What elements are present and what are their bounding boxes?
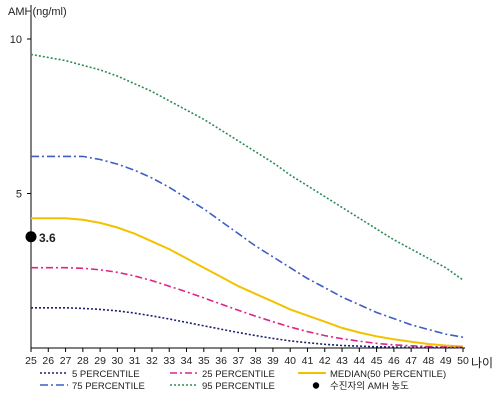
y-axis-label: AMH(ng/ml) [8, 6, 67, 18]
x-tick-label: 32 [146, 355, 158, 367]
x-tick-label: 36 [215, 355, 227, 367]
x-tick-label: 31 [129, 355, 141, 367]
series-line [31, 306, 463, 349]
x-tick-label: 45 [371, 355, 383, 367]
x-tick-label: 25 [25, 355, 37, 367]
x-tick-label: 38 [250, 355, 262, 367]
legend-label: 수진자의 AMH 농도 [330, 381, 409, 392]
patient-point [25, 231, 37, 243]
series-layer [30, 53, 464, 349]
legend-label: MEDIAN(50 PERCENTILE) [330, 369, 446, 380]
x-tick-label: 39 [267, 355, 279, 367]
x-tick-label: 49 [440, 355, 452, 367]
x-tick-label: 26 [42, 355, 54, 367]
y-tick-label: 5 [16, 188, 22, 200]
x-tick-label: 30 [112, 355, 124, 367]
x-tick-label: 48 [423, 355, 435, 367]
series-line [31, 155, 464, 338]
x-tick-label: 42 [319, 355, 331, 367]
y-tick-label: 10 [10, 34, 22, 46]
legend: 5 PERCENTILE 25 PERCENTILE MEDIAN(50 PERCE… [40, 369, 446, 392]
legend-label: 75 PERCENTILE [72, 381, 145, 392]
x-axis-label: 나이 [471, 356, 493, 370]
x-tick-label: 44 [353, 355, 365, 367]
x-tick-label: 28 [77, 355, 89, 367]
x-tick-label: 35 [198, 355, 210, 367]
series-line [31, 217, 464, 348]
x-tick-label: 27 [60, 355, 72, 367]
series-line [31, 266, 464, 349]
axes: AMH(ng/ml) 나이 5 10 25 26 27 28 29 30 31 32 33 34 35 36 3… [8, 5, 493, 370]
legend-marker-patient [312, 382, 320, 389]
x-tick-label: 47 [405, 355, 417, 367]
legend-label: 25 PERCENTILE [202, 369, 275, 380]
series-line [30, 53, 464, 281]
x-tick-label: 37 [233, 355, 245, 367]
patient-value-label: 3.6 [39, 231, 56, 245]
x-tick-label: 29 [94, 355, 106, 367]
x-tick-label: 46 [388, 355, 400, 367]
x-tick-label: 43 [336, 355, 348, 367]
x-tick-label: 40 [284, 355, 296, 367]
legend-label: 5 PERCENTILE [72, 369, 140, 380]
x-tick-label: 34 [181, 355, 193, 367]
x-tick-label: 50 [457, 355, 469, 367]
x-tick-label: 33 [163, 355, 175, 367]
patient-layer: 3.6 [25, 231, 56, 245]
x-tick-label: 41 [302, 355, 314, 367]
legend-label: 95 PERCENTILE [202, 381, 275, 392]
